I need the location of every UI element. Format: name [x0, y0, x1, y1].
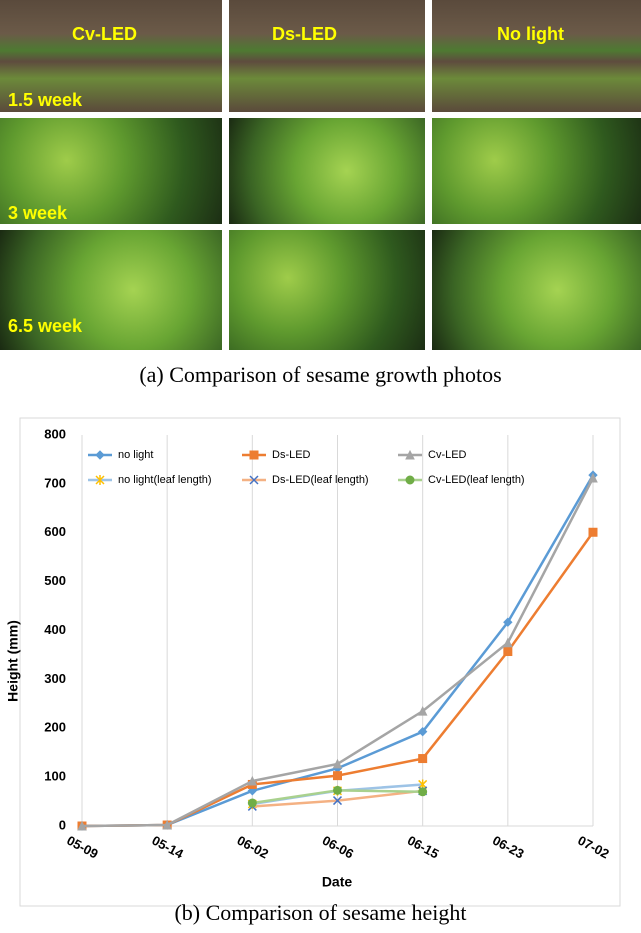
marker [95, 450, 105, 460]
caption: (a) Comparison of sesame growth photos [139, 362, 502, 387]
photo [229, 118, 425, 224]
chart: Height (mm) Date 0 100 200 300 400 500 600 700 8… [5, 417, 621, 907]
marker [418, 754, 428, 764]
marker [247, 775, 258, 786]
column-label: Ds-LED [272, 24, 338, 44]
row-label: 3 week [8, 203, 68, 223]
row-label: 1.5 week [8, 90, 83, 110]
photo [432, 230, 641, 350]
marker [249, 450, 259, 460]
marker [588, 527, 598, 537]
legend-label: no light [118, 449, 153, 461]
marker [418, 787, 428, 797]
y-tick-label: 100 [44, 769, 66, 784]
marker [503, 647, 513, 657]
photo [0, 0, 222, 112]
y-tick-label: 0 [59, 817, 66, 832]
legend-label: Cv-LED [428, 449, 467, 461]
marker [332, 758, 343, 769]
y-tick-label: 400 [44, 622, 66, 637]
column-label: Cv-LED [72, 24, 138, 44]
photo [0, 230, 222, 350]
legend-label: Ds-LED [272, 449, 311, 461]
row-label: 6.5 week [8, 316, 83, 336]
marker [588, 472, 598, 483]
photo [0, 118, 222, 224]
marker [417, 706, 428, 716]
y-tick-label: 300 [44, 671, 66, 686]
marker [503, 617, 513, 627]
marker [77, 820, 87, 831]
marker [247, 798, 257, 808]
legend-label: Ds-LED(leaf length) [272, 474, 369, 486]
marker [332, 796, 343, 806]
marker [249, 475, 259, 485]
legend-label: Cv-LED(leaf length) [428, 474, 525, 486]
y-tick-label: 800 [44, 426, 66, 441]
y-tick-label: 600 [44, 524, 66, 539]
photo [229, 230, 425, 350]
chart-frame [19, 417, 621, 907]
y-tick-label: 200 [44, 720, 66, 735]
y-tick-label: 700 [44, 475, 66, 490]
column-label: No light [497, 24, 564, 44]
marker [405, 475, 415, 485]
legend-label: no light(leaf length) [118, 474, 212, 486]
y-tick-label: 500 [44, 573, 66, 588]
marker [333, 771, 342, 781]
photo [229, 0, 425, 112]
caption: (b) Comparison of sesame height [174, 900, 467, 925]
marker [503, 637, 513, 648]
marker [333, 785, 342, 795]
y-axis-label: Height (mm) [5, 620, 21, 702]
photo [432, 0, 641, 112]
marker [417, 726, 428, 737]
photo [432, 118, 641, 224]
marker [95, 475, 105, 485]
marker [405, 449, 415, 460]
x-axis-label: Date [322, 874, 353, 890]
marker [162, 819, 172, 830]
